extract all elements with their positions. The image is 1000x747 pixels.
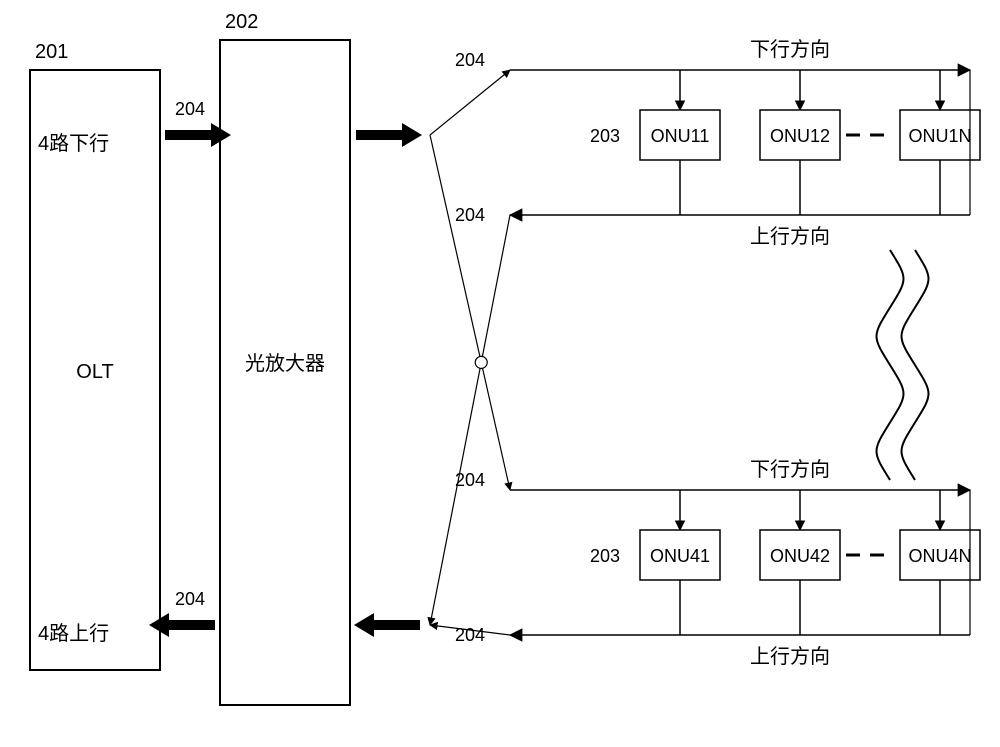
- bus-up-ref: 204: [455, 625, 485, 645]
- bus-up-ref: 204: [455, 205, 485, 225]
- fan-line: [430, 135, 510, 490]
- olt-ref: 201: [35, 41, 68, 63]
- upstream-dir-label: 上行方向: [750, 645, 830, 668]
- diagram-canvas: OLT 201 4路下行 4路上行 光放大器 202 204 204 下行方向 204 ONU11 O…: [0, 0, 1000, 747]
- downstream-dir-label: 下行方向: [750, 38, 830, 61]
- onu-ref: 203: [590, 546, 620, 566]
- olt-up-label: 4路上行: [38, 622, 109, 645]
- group-ellipsis-wave: [877, 250, 904, 480]
- onu-label: ONU11: [651, 126, 710, 146]
- fan-line: [430, 215, 510, 625]
- arrow-ref-2: 204: [175, 589, 205, 609]
- onu-label: ONU4N: [908, 546, 971, 566]
- downstream-dir-label: 下行方向: [750, 458, 830, 481]
- olt-down-label: 4路下行: [38, 132, 109, 155]
- amplifier-ref: 202: [225, 11, 258, 33]
- wire-hop: [475, 356, 487, 368]
- onu-label: ONU1N: [908, 126, 971, 146]
- upstream-dir-label: 上行方向: [750, 225, 830, 248]
- flow-arrow: [354, 613, 420, 637]
- olt-label: OLT: [76, 361, 113, 383]
- bus-down-ref: 204: [455, 50, 485, 70]
- onu-label: ONU41: [650, 546, 710, 566]
- amplifier-label: 光放大器: [245, 352, 325, 375]
- flow-arrow: [356, 123, 422, 147]
- group-ellipsis-wave: [902, 250, 929, 480]
- onu-label: ONU12: [770, 126, 830, 146]
- arrow-ref-1: 204: [175, 99, 205, 119]
- fan-line: [430, 70, 510, 135]
- onu-ref: 203: [590, 126, 620, 146]
- onu-label: ONU42: [770, 546, 830, 566]
